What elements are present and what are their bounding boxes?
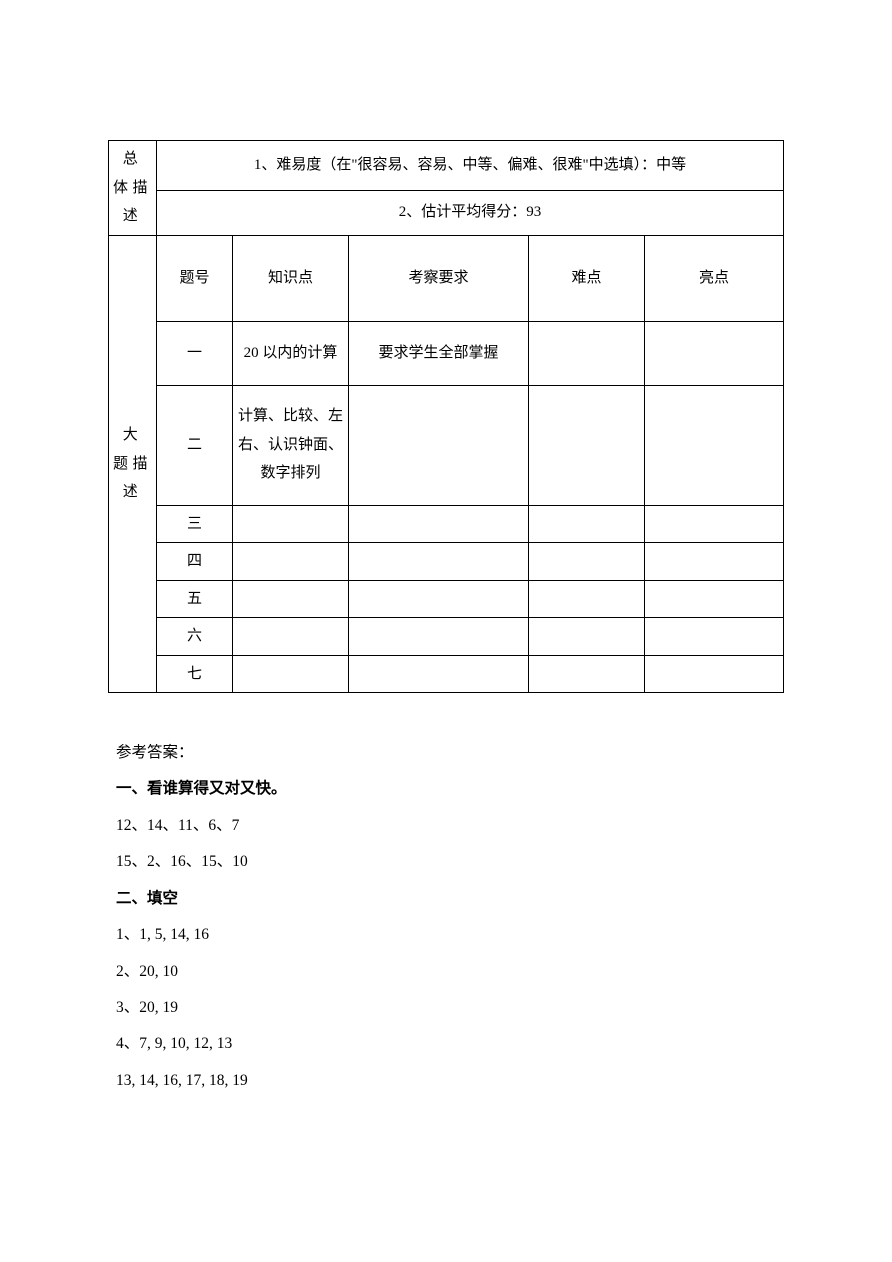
section-header-row: 大 题描 述 题号 知识点 考察要求 难点 亮点 xyxy=(109,235,784,321)
overall-difficulty: 1、难易度（在"很容易、容易、中等、偏难、很难"中选填）：中等 xyxy=(157,141,784,191)
header-knowledge-point: 知识点 xyxy=(233,235,349,321)
cell-kp: 20 以内的计算 xyxy=(233,321,349,385)
analysis-table: 总 体描 述 1、难易度（在"很容易、容易、中等、偏难、很难"中选填）：中等 2… xyxy=(108,140,784,693)
cell-kp xyxy=(233,505,349,543)
cell-hl xyxy=(645,385,784,505)
cell-qno: 六 xyxy=(157,618,233,656)
table-row: 七 xyxy=(109,655,784,693)
cell-hl xyxy=(645,543,784,581)
table-row: 三 xyxy=(109,505,784,543)
cell-diff xyxy=(529,618,645,656)
cell-hl xyxy=(645,655,784,693)
cell-diff xyxy=(529,543,645,581)
cell-hl xyxy=(645,321,784,385)
overall-avg-score: 2、估计平均得分：93 xyxy=(157,190,784,235)
answers-section: 参考答案： 一、看谁算得又对又快。 12、14、11、6、7 15、2、16、1… xyxy=(108,735,784,1099)
section1-title: 一、看谁算得又对又快。 xyxy=(116,771,784,807)
overall-label: 总 体描 述 xyxy=(109,141,157,236)
header-difficulty: 难点 xyxy=(529,235,645,321)
table-row: 五 xyxy=(109,580,784,618)
cell-kp xyxy=(233,580,349,618)
cell-qno: 三 xyxy=(157,505,233,543)
cell-req xyxy=(349,505,529,543)
section-label: 大 题描 述 xyxy=(109,235,157,693)
cell-qno: 四 xyxy=(157,543,233,581)
section2-item: 13, 14, 16, 17, 18, 19 xyxy=(116,1063,784,1099)
cell-qno: 五 xyxy=(157,580,233,618)
header-qno: 题号 xyxy=(157,235,233,321)
overall-row-1: 总 体描 述 1、难易度（在"很容易、容易、中等、偏难、很难"中选填）：中等 xyxy=(109,141,784,191)
section1-line1: 12、14、11、6、7 xyxy=(116,808,784,844)
cell-req xyxy=(349,580,529,618)
section2-title: 二、填空 xyxy=(116,881,784,917)
cell-kp xyxy=(233,655,349,693)
cell-hl xyxy=(645,618,784,656)
cell-hl xyxy=(645,580,784,618)
section2-item: 1、1, 5, 14, 16 xyxy=(116,917,784,953)
cell-diff xyxy=(529,321,645,385)
cell-kp xyxy=(233,543,349,581)
cell-qno: 二 xyxy=(157,385,233,505)
cell-hl xyxy=(645,505,784,543)
table-row: 二 计算、比较、左右、认识钟面、数字排列 xyxy=(109,385,784,505)
cell-req xyxy=(349,385,529,505)
cell-kp xyxy=(233,618,349,656)
cell-diff xyxy=(529,580,645,618)
cell-req xyxy=(349,618,529,656)
cell-req xyxy=(349,655,529,693)
overall-row-2: 2、估计平均得分：93 xyxy=(109,190,784,235)
cell-qno: 七 xyxy=(157,655,233,693)
section2-item: 2、20, 10 xyxy=(116,954,784,990)
header-highlight: 亮点 xyxy=(645,235,784,321)
section2-item: 4、7, 9, 10, 12, 13 xyxy=(116,1026,784,1062)
cell-req: 要求学生全部掌握 xyxy=(349,321,529,385)
cell-qno: 一 xyxy=(157,321,233,385)
header-requirement: 考察要求 xyxy=(349,235,529,321)
cell-kp: 计算、比较、左右、认识钟面、数字排列 xyxy=(233,385,349,505)
table-row: 六 xyxy=(109,618,784,656)
table-row: 一 20 以内的计算 要求学生全部掌握 xyxy=(109,321,784,385)
cell-diff xyxy=(529,385,645,505)
cell-diff xyxy=(529,505,645,543)
cell-req xyxy=(349,543,529,581)
section1-line2: 15、2、16、15、10 xyxy=(116,844,784,880)
table-row: 四 xyxy=(109,543,784,581)
section2-item: 3、20, 19 xyxy=(116,990,784,1026)
cell-diff xyxy=(529,655,645,693)
answers-title: 参考答案： xyxy=(116,735,784,771)
